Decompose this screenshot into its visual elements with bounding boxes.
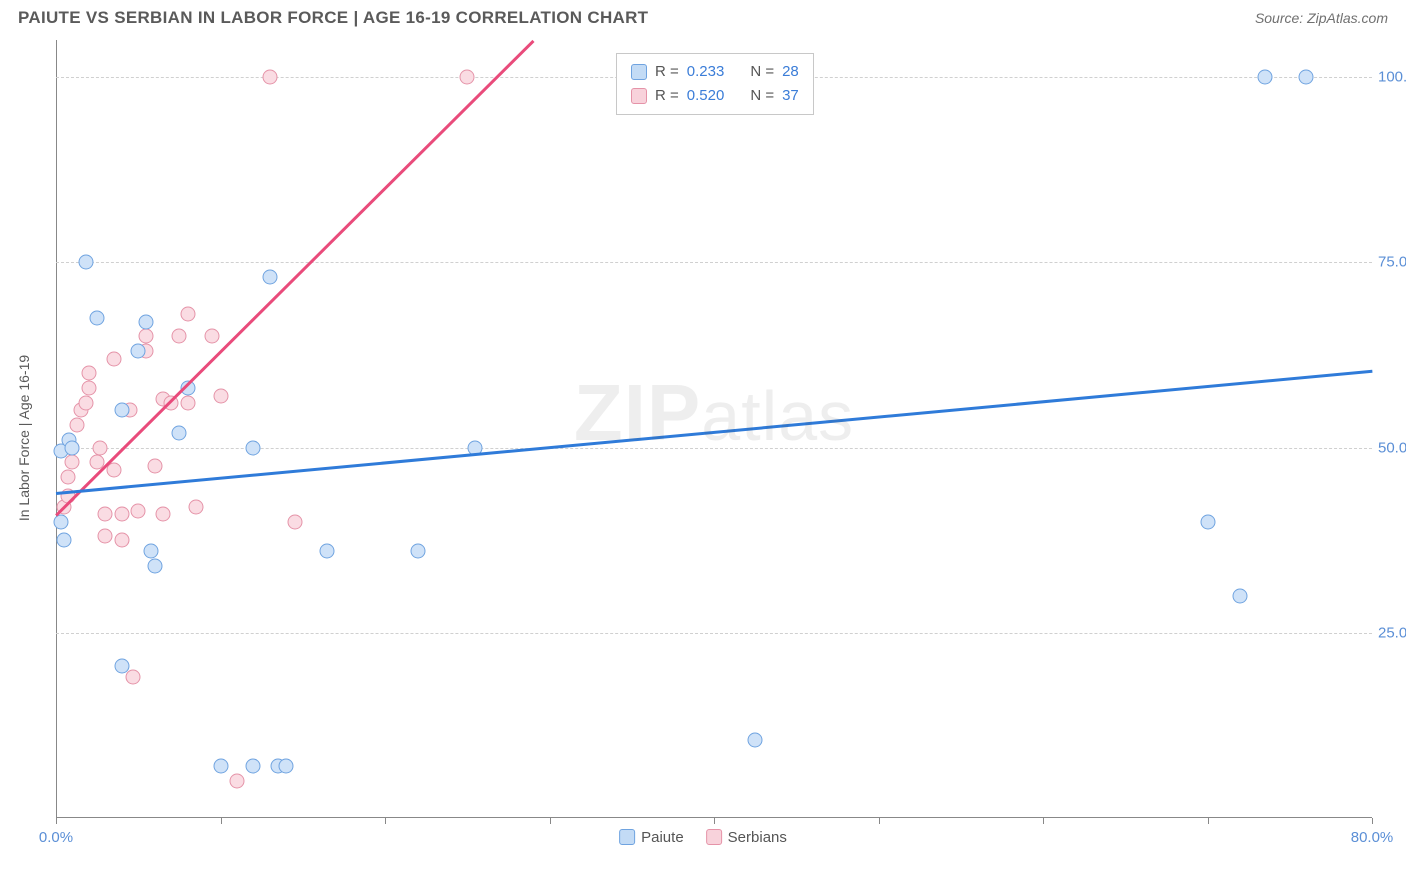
point-serbians [180, 396, 195, 411]
point-paiute [262, 270, 277, 285]
point-paiute [114, 659, 129, 674]
y-tick-label: 75.0% [1378, 254, 1406, 271]
point-paiute [1258, 70, 1273, 85]
point-paiute [1299, 70, 1314, 85]
stat-r-label: R = [655, 60, 679, 84]
x-tick [879, 818, 880, 824]
gridline-h [56, 262, 1372, 263]
point-serbians [213, 388, 228, 403]
chart-title: PAIUTE VS SERBIAN IN LABOR FORCE | AGE 1… [18, 8, 648, 28]
point-serbians [60, 470, 75, 485]
point-paiute [246, 759, 261, 774]
point-serbians [205, 329, 220, 344]
point-paiute [114, 403, 129, 418]
stat-row-paiute: R = 0.233 N = 28 [631, 60, 799, 84]
point-serbians [114, 507, 129, 522]
point-paiute [131, 344, 146, 359]
point-serbians [155, 507, 170, 522]
stat-row-serbians: R = 0.520 N = 37 [631, 84, 799, 108]
legend-swatch [619, 829, 635, 845]
point-serbians [81, 366, 96, 381]
legend-item-serbians: Serbians [706, 829, 787, 846]
point-serbians [78, 396, 93, 411]
point-paiute [53, 514, 68, 529]
x-tick [385, 818, 386, 824]
point-paiute [1200, 514, 1215, 529]
legend-swatch [706, 829, 722, 845]
watermark: ZIPatlas [574, 367, 854, 459]
point-serbians [126, 670, 141, 685]
legend: Paiute Serbians [619, 829, 787, 846]
point-serbians [229, 773, 244, 788]
trendline-serbians [55, 40, 534, 516]
x-tick [1372, 818, 1373, 824]
point-paiute [139, 314, 154, 329]
point-serbians [114, 533, 129, 548]
point-serbians [106, 351, 121, 366]
plot-region: 25.0%50.0%75.0%100.0%0.0%80.0% ZIPatlas … [56, 40, 1372, 818]
point-paiute [147, 559, 162, 574]
point-paiute [78, 255, 93, 270]
point-serbians [65, 455, 80, 470]
point-serbians [131, 503, 146, 518]
point-serbians [147, 459, 162, 474]
stat-r-value: 0.520 [687, 84, 725, 108]
point-paiute [172, 425, 187, 440]
point-paiute [246, 440, 261, 455]
point-paiute [65, 440, 80, 455]
point-serbians [98, 507, 113, 522]
legend-label: Serbians [728, 829, 787, 846]
gridline-h [56, 633, 1372, 634]
point-paiute [748, 733, 763, 748]
point-paiute [320, 544, 335, 559]
point-paiute [90, 310, 105, 325]
source-label: Source: ZipAtlas.com [1255, 10, 1388, 26]
legend-label: Paiute [641, 829, 684, 846]
point-paiute [1233, 588, 1248, 603]
point-serbians [172, 329, 187, 344]
stat-n-label: N = [750, 60, 774, 84]
point-serbians [139, 329, 154, 344]
point-paiute [57, 533, 72, 548]
stat-r-label: R = [655, 84, 679, 108]
point-serbians [93, 440, 108, 455]
trendline-paiute [56, 370, 1372, 495]
point-serbians [98, 529, 113, 544]
correlation-stats-box: R = 0.233 N = 28 R = 0.520 N = 37 [616, 53, 814, 115]
point-serbians [262, 70, 277, 85]
point-serbians [180, 307, 195, 322]
stat-n-value: 37 [782, 84, 799, 108]
x-tick [1043, 818, 1044, 824]
stat-n-label: N = [750, 84, 774, 108]
y-axis-label: In Labor Force | Age 16-19 [16, 355, 32, 521]
point-paiute [410, 544, 425, 559]
y-tick-label: 50.0% [1378, 439, 1406, 456]
y-tick-label: 25.0% [1378, 624, 1406, 641]
x-tick [550, 818, 551, 824]
x-tick [56, 818, 57, 824]
point-serbians [70, 418, 85, 433]
x-tick [221, 818, 222, 824]
point-serbians [81, 381, 96, 396]
x-tick [714, 818, 715, 824]
point-serbians [188, 499, 203, 514]
point-paiute [279, 759, 294, 774]
point-paiute [213, 759, 228, 774]
x-tick-label: 80.0% [1351, 829, 1394, 846]
x-tick-label: 0.0% [39, 829, 73, 846]
y-tick-label: 100.0% [1378, 69, 1406, 86]
x-tick [1208, 818, 1209, 824]
point-serbians [460, 70, 475, 85]
point-paiute [144, 544, 159, 559]
legend-item-paiute: Paiute [619, 829, 684, 846]
point-serbians [287, 514, 302, 529]
stat-swatch [631, 64, 647, 80]
chart-area: In Labor Force | Age 16-19 25.0%50.0%75.… [18, 40, 1388, 818]
stat-n-value: 28 [782, 60, 799, 84]
stat-swatch [631, 88, 647, 104]
stat-r-value: 0.233 [687, 60, 725, 84]
header: PAIUTE VS SERBIAN IN LABOR FORCE | AGE 1… [0, 0, 1406, 36]
